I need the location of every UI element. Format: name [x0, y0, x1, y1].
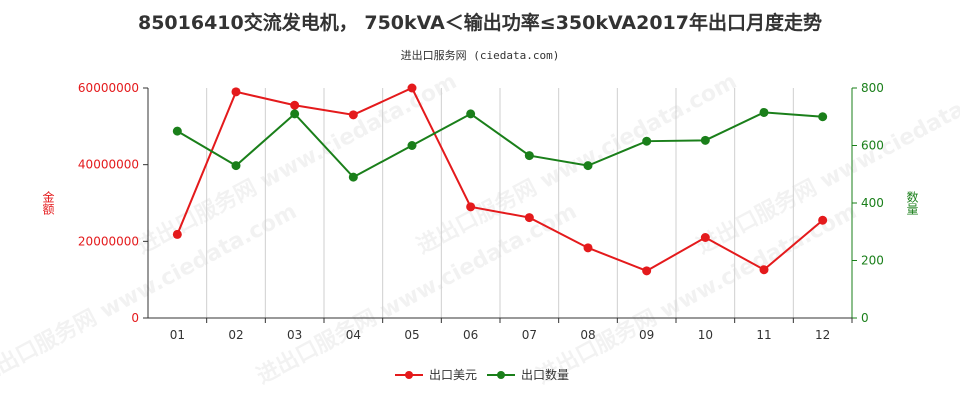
data-point	[290, 109, 300, 119]
data-point	[172, 126, 182, 136]
data-point	[466, 202, 476, 212]
series-line	[176, 86, 824, 272]
series	[172, 83, 828, 276]
watermark-text: 进出口服务网 www.ciedata.com	[533, 199, 861, 389]
left-tick-label: 0	[131, 311, 139, 325]
left-tick-label: 60000000	[78, 81, 139, 95]
legend-marker	[497, 371, 505, 379]
right-tick-label: 400	[861, 196, 884, 210]
x-tick-label: 07	[522, 328, 537, 342]
legend: 出口美元 出口数量	[395, 367, 569, 382]
data-point	[348, 110, 358, 120]
x-tick-label: 03	[287, 328, 302, 342]
right-tick-label: 0	[861, 311, 869, 325]
data-point	[818, 112, 828, 122]
left-tick-label: 20000000	[78, 234, 139, 248]
data-point	[290, 100, 300, 110]
data-point	[172, 229, 182, 239]
data-point	[524, 213, 534, 223]
data-point	[583, 161, 593, 171]
axes: 0 20000000 40000000 60000000 0 200 400 600 800 01…	[41, 81, 919, 342]
right-tick-label: 200	[861, 254, 884, 268]
y-left-label: 金额	[41, 190, 55, 216]
right-tick-label: 600	[861, 139, 884, 153]
data-point	[642, 266, 652, 276]
data-point	[407, 141, 417, 150]
x-tick-label: 08	[580, 328, 595, 342]
watermark-text: 进出口服务网 www.ciedata.com	[253, 199, 581, 389]
x-tick-label: 09	[639, 328, 654, 342]
x-tick-label: 05	[404, 328, 419, 342]
x-tick-label: 02	[228, 328, 243, 342]
legend-label: 出口数量	[521, 367, 569, 382]
data-point	[759, 265, 769, 275]
legend-label: 出口美元	[429, 368, 477, 382]
watermark-text: 进出口服务网 www.ciedata.com	[133, 69, 461, 259]
data-point	[700, 233, 710, 242]
data-point	[231, 161, 241, 171]
data-point	[583, 243, 593, 253]
data-point	[759, 107, 769, 117]
y-right-label: 数量	[905, 190, 919, 215]
data-point	[700, 135, 710, 145]
x-tick-label: 06	[463, 328, 478, 342]
x-tick-label: 11	[756, 328, 771, 342]
data-point	[818, 215, 828, 225]
x-tick-label: 10	[698, 328, 713, 342]
data-point	[407, 83, 417, 93]
data-point	[642, 136, 652, 146]
x-tick-label: 01	[170, 328, 185, 342]
legend-marker	[405, 371, 413, 379]
right-tick-label: 800	[861, 81, 884, 95]
chart-subtitle: 进出口服务网 (ciedata.com)	[400, 49, 560, 62]
x-tick-label: 12	[815, 328, 830, 342]
left-tick-label: 40000000	[78, 158, 139, 172]
data-point	[524, 151, 534, 161]
series-line	[176, 111, 823, 179]
data-point	[348, 172, 358, 182]
data-point	[231, 87, 241, 97]
chart-title: 85016410交流发电机， 750kVA＜输出功率≤350kVA2017年出口…	[137, 12, 822, 34]
x-tick-label: 04	[346, 328, 361, 342]
data-point	[466, 109, 476, 119]
